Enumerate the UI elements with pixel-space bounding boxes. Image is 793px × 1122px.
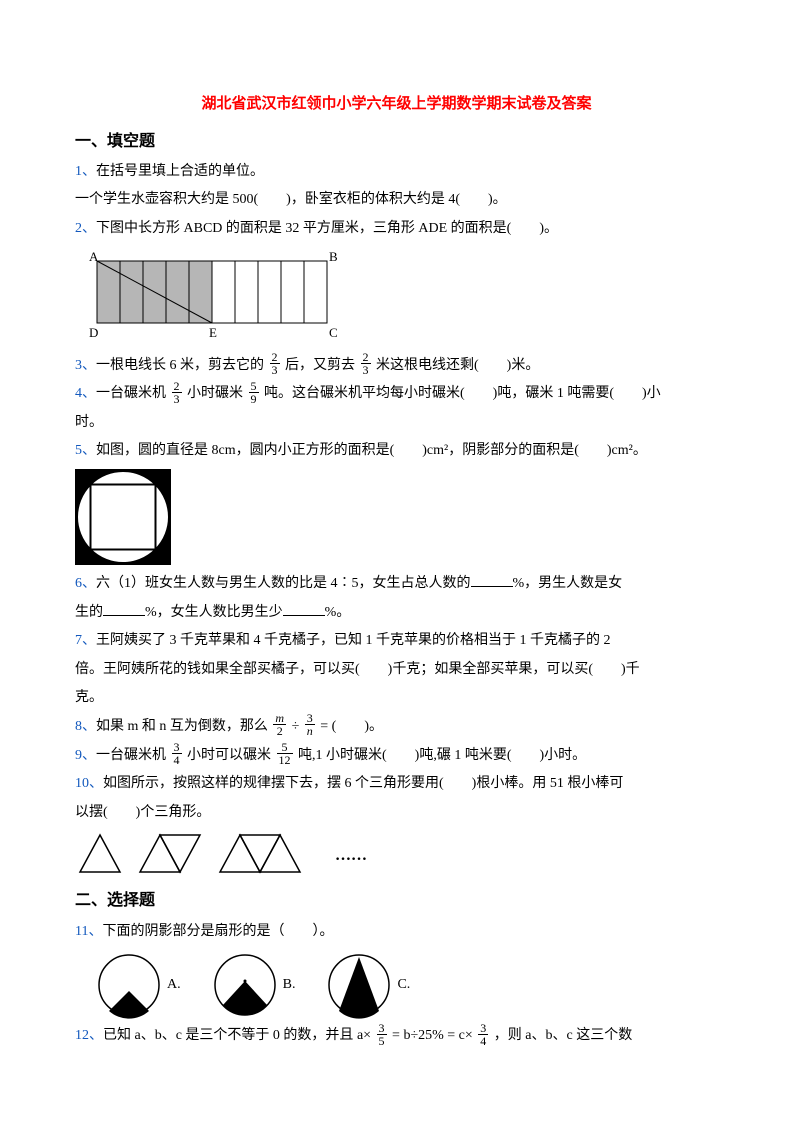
question-8: 8、如果 m 和 n 互为倒数，那么 m2 ÷ 3n = ( )。 [75,714,718,741]
page-title: 湖北省武汉市红领巾小学六年级上学期数学期末试卷及答案 [75,90,718,119]
t: 吨。这台碾米机平均每小时碾米( )吨，碾米 1 吨需要( )小 [264,386,661,401]
t: 一台碾米机 [96,386,166,401]
qnum: 11、 [75,924,102,939]
fraction: m2 [273,712,286,737]
question-6: 6、六（1）班女生人数与男生人数的比是 4∶5，女生占总人数的 %，男生人数是女 [75,571,718,598]
t: 后，又剪去 [285,358,355,373]
option-b-label: B. [283,972,296,999]
qnum: 2、 [75,221,96,236]
option-b [211,951,279,1019]
t: 小时可以碾米 [187,748,271,763]
question-12: 12、已知 a、b、c 是三个不等于 0 的数，并且 a× 35 = b÷25%… [75,1023,718,1050]
question-4: 4、一台碾米机 23 小时碾米 59 吨。这台碾米机平均每小时碾米( )吨，碾米… [75,381,718,408]
q11-options: A. B. C. [95,951,718,1019]
qnum: 3、 [75,358,96,373]
question-10: 10、如图所示，按照这样的规律摆下去，摆 6 个三角形要用( )根小棒。用 51… [75,771,718,798]
t: 已知 a、b、c 是三个不等于 0 的数，并且 [103,1028,353,1043]
dots: …… [335,847,367,864]
t: 六（1）班女生人数与男生人数的比是 4∶5，女生占总人数的 [96,576,471,591]
t: 生的 [75,605,103,620]
t: 下面的阴影部分是扇形的是（ ）。 [102,924,333,939]
qnum: 12、 [75,1028,103,1043]
q5-figure [75,469,718,565]
eq: = [320,719,328,734]
t: %。 [325,605,351,620]
blank [283,602,325,616]
fraction: 23 [361,351,371,376]
expr: a× [357,1028,371,1043]
t: 如图所示，按照这样的规律摆下去，摆 6 个三角形要用( )根小棒。用 51 根小… [103,776,623,791]
qnum: 6、 [75,576,96,591]
t: ( )。 [332,719,383,734]
question-7c: 克。 [75,685,718,712]
label-E: E [209,325,217,340]
t: 一根电线长 6 米，剪去它的 [96,358,264,373]
question-6b: 生的 %，女生人数比男生少 %。 [75,600,718,627]
t: 米这根电线还剩( )米。 [376,358,539,373]
blank [471,573,513,587]
question-11: 11、下面的阴影部分是扇形的是（ ）。 [75,919,718,946]
qnum: 1、 [75,164,96,179]
t: 如果 m 和 n 互为倒数，那么 [96,719,268,734]
question-1-line2: 一个学生水壶容积大约是 500( )，卧室衣柜的体积大约是 4( )。 [75,187,718,214]
question-4b: 时。 [75,410,718,437]
question-2: 2、下图中长方形 ABCD 的面积是 32 平方厘米，三角形 ADE 的面积是(… [75,216,718,243]
q2-text: 下图中长方形 ABCD 的面积是 32 平方厘米，三角形 ADE 的面积是( )… [96,221,558,236]
t: 吨,1 小时碾米( )吨,碾 1 吨米要( )小时。 [298,748,586,763]
label-A: A [89,249,99,264]
question-1: 1、在括号里填上合适的单位。 [75,159,718,186]
option-c [325,951,393,1019]
q2-figure: A B C D E [75,247,718,347]
section-1-heading: 一、填空题 [75,127,718,157]
option-a-label: A. [167,972,181,999]
question-7b: 倍。王阿姨所花的钱如果全部买橘子，可以买( )千克；如果全部买苹果，可以买( )… [75,657,718,684]
q1-text: 在括号里填上合适的单位。 [96,164,264,179]
option-c-label: C. [397,972,410,999]
fraction: 35 [377,1022,387,1047]
fraction: 3n [305,712,315,737]
question-3: 3、一根电线长 6 米，剪去它的 23 后，又剪去 23 米这根电线还剩( )米… [75,353,718,380]
fraction: 23 [172,380,182,405]
qnum: 8、 [75,719,96,734]
fraction: 512 [277,741,293,766]
qnum: 7、 [75,633,96,648]
question-10b: 以摆( )个三角形。 [75,800,718,827]
t: 小时碾米 [187,386,243,401]
label-B: B [329,249,338,264]
question-9: 9、一台碾米机 34 小时可以碾米 512 吨,1 小时碾米( )吨,碾 1 吨… [75,743,718,770]
q10-figure: …… [75,830,718,880]
t: %，男生人数是女 [513,576,623,591]
label-D: D [89,325,98,340]
t: %，女生人数比男生少 [145,605,283,620]
label-C: C [329,325,338,340]
qnum: 9、 [75,748,96,763]
section-2-heading: 二、选择题 [75,886,718,916]
fraction: 34 [172,741,182,766]
fraction: 59 [249,380,259,405]
qnum: 5、 [75,443,96,458]
option-a [95,951,163,1019]
blank [103,602,145,616]
qnum: 4、 [75,386,96,401]
t: 如图，圆的直径是 8cm，圆内小正方形的面积是( )cm²，阴影部分的面积是( … [96,443,647,458]
qnum: 10、 [75,776,103,791]
question-5: 5、如图，圆的直径是 8cm，圆内小正方形的面积是( )cm²，阴影部分的面积是… [75,438,718,465]
t: 一台碾米机 [96,748,166,763]
op: ÷ [292,719,300,734]
t: ，则 a、b、c 这三个数 [494,1028,632,1043]
fraction: 34 [478,1022,488,1047]
expr: = b÷25% = c× [392,1028,473,1043]
t: 王阿姨买了 3 千克苹果和 4 千克橘子，已知 1 千克苹果的价格相当于 1 千… [96,633,611,648]
question-7: 7、王阿姨买了 3 千克苹果和 4 千克橘子，已知 1 千克苹果的价格相当于 1… [75,628,718,655]
fraction: 23 [270,351,280,376]
